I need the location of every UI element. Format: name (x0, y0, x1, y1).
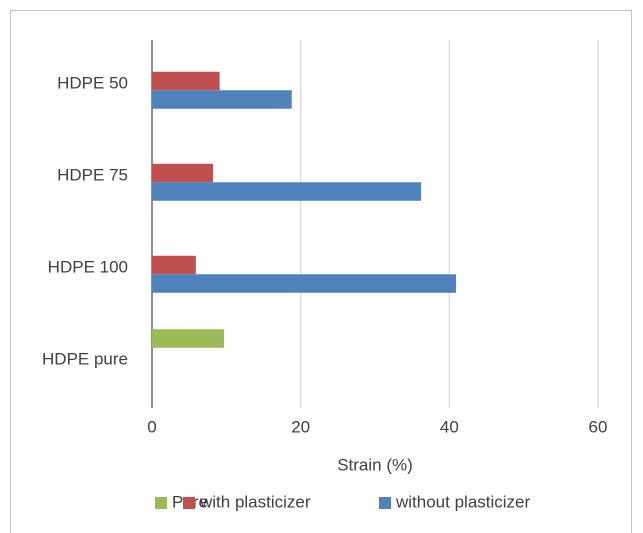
bar (152, 90, 292, 109)
y-tick-label: HDPE 100 (48, 257, 128, 276)
bar (152, 71, 220, 91)
bar (152, 329, 225, 348)
x-tick-label: 0 (147, 417, 156, 436)
x-tick-label: 40 (440, 417, 459, 436)
legend-label: with plasticizer (199, 492, 311, 511)
x-tick-label: 20 (291, 417, 310, 436)
bar (152, 274, 457, 293)
bar (152, 163, 213, 183)
legend-swatch (379, 497, 391, 509)
x-axis-label: Strain (%) (337, 455, 413, 474)
legend-label: without plasticizer (395, 492, 531, 511)
y-tick-label: HDPE pure (42, 349, 128, 368)
y-tick-label: HDPE 75 (57, 165, 128, 184)
legend-swatch (183, 497, 195, 509)
bar (152, 255, 196, 275)
y-tick-label: HDPE 50 (57, 73, 128, 92)
bar (152, 182, 422, 201)
legend-swatch (155, 497, 167, 509)
chart-border (10, 10, 632, 533)
x-tick-label: 60 (589, 417, 608, 436)
